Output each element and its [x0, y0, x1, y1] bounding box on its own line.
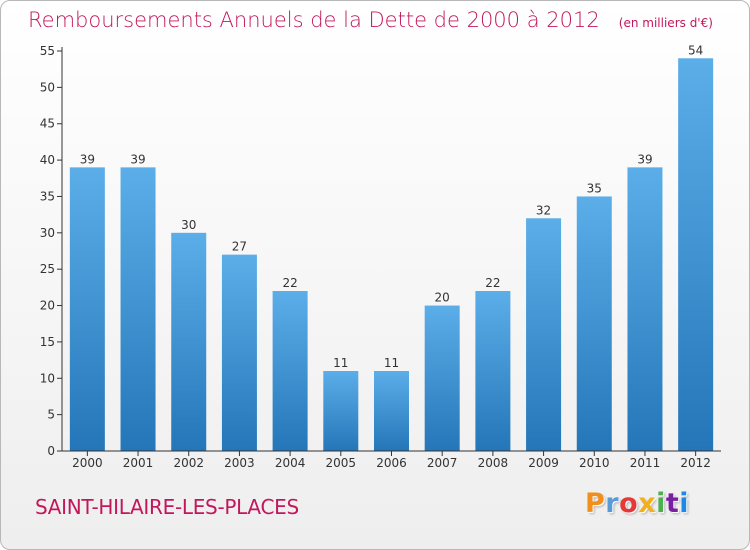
x-tick-label: 2009: [528, 456, 559, 470]
bar: [576, 196, 612, 451]
x-tick-label: 2010: [579, 456, 610, 470]
y-tick-label: 25: [40, 262, 55, 276]
data-label: 39: [130, 152, 145, 166]
x-tick-label: 2001: [123, 456, 154, 470]
bar: [424, 305, 460, 451]
bars: 39 39 30 27 22 11 11 20 22 32 35 39 54: [69, 43, 714, 451]
logo-letter: P: [585, 488, 606, 519]
logo-letter: i: [656, 488, 666, 519]
title-text: Remboursements Annuels de la Dette de 20…: [28, 8, 600, 32]
data-label: 54: [688, 43, 703, 57]
y-tick-label: 40: [40, 153, 55, 167]
bar: [526, 218, 562, 451]
data-label: 20: [435, 291, 450, 305]
proxiti-logo: Proxiti: [585, 488, 689, 519]
x-tick-label: 2006: [376, 456, 407, 470]
data-label: 32: [536, 203, 551, 217]
data-label: 22: [282, 276, 297, 290]
y-tick-label: 5: [47, 408, 55, 422]
bar: [475, 291, 511, 451]
y-tick-label: 50: [40, 80, 55, 94]
data-label: 11: [384, 356, 399, 370]
data-label: 30: [181, 218, 196, 232]
data-label: 39: [80, 152, 95, 166]
logo-letter: x: [638, 488, 657, 519]
data-label: 27: [232, 240, 247, 254]
bar: [272, 291, 308, 451]
bar: [69, 167, 105, 451]
bar: [221, 254, 257, 451]
x-tick-label: 2003: [224, 456, 255, 470]
x-tick-label: 2002: [173, 456, 204, 470]
x-axis: 2000 2001 2002 2003 2004 2005 2006 2007 2008 2009…: [62, 450, 721, 470]
logo-letter: i: [679, 488, 690, 519]
x-tick-label: 2008: [478, 456, 509, 470]
y-tick-label: 15: [40, 335, 55, 349]
logo-letter: r: [605, 488, 620, 519]
y-tick-label: 20: [40, 299, 55, 313]
unit-text: (en milliers d'€): [618, 16, 713, 30]
bar: [120, 167, 156, 451]
x-tick-label: 2000: [72, 456, 103, 470]
y-tick-label: 30: [40, 226, 55, 240]
x-tick-label: 2005: [326, 456, 357, 470]
data-label: 11: [333, 356, 348, 370]
data-label: 39: [637, 152, 652, 166]
y-tick-label: 45: [40, 117, 55, 131]
logo-letter: t: [665, 488, 680, 519]
x-tick-label: 2012: [680, 456, 711, 470]
x-tick-label: 2011: [630, 456, 661, 470]
bar: [627, 167, 663, 451]
data-label: 35: [587, 181, 602, 195]
y-tick-label: 55: [40, 44, 55, 58]
commune-name: SAINT-HILAIRE-LES-PLACES: [35, 495, 299, 519]
y-tick-label: 35: [40, 189, 55, 203]
chart-title: Remboursements Annuels de la Dette de 20…: [28, 8, 713, 32]
y-axis: 0 5 10 15 20 25 30 35 40 45 50 55: [40, 44, 63, 458]
bar: [171, 232, 207, 451]
y-tick-label: 0: [47, 444, 55, 458]
bar: [323, 371, 359, 451]
logo-letter: o: [619, 488, 639, 519]
bar: [678, 58, 714, 451]
x-tick-label: 2004: [275, 456, 306, 470]
x-tick-label: 2007: [427, 456, 458, 470]
y-tick-label: 10: [40, 371, 55, 385]
data-label: 22: [485, 276, 500, 290]
bar: [374, 371, 409, 451]
